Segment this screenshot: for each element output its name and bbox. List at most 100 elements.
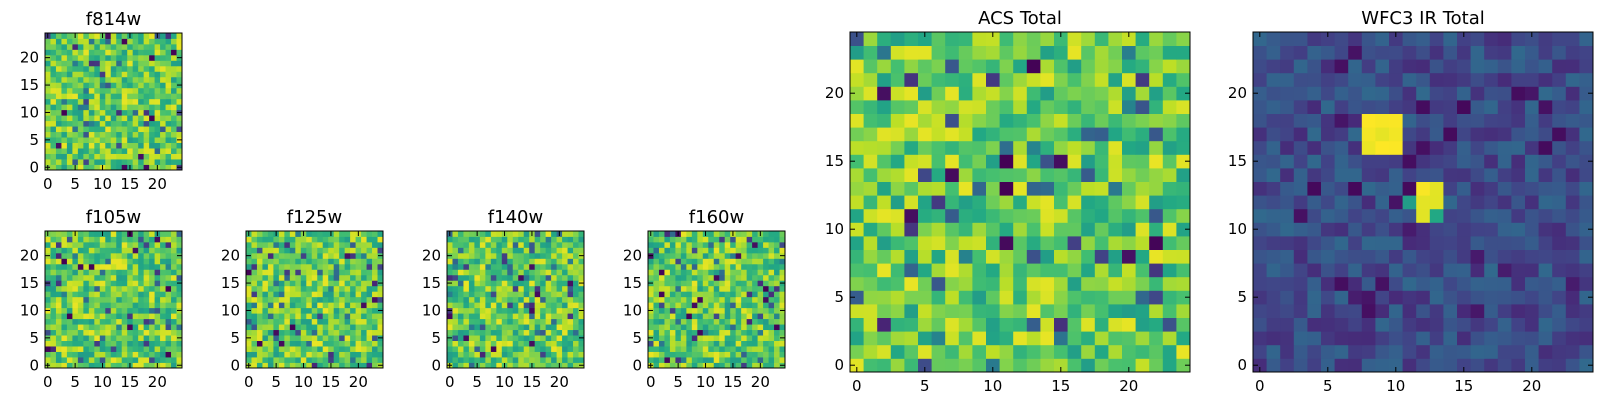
heatmap-cell — [1081, 168, 1096, 182]
heatmap-cell — [273, 357, 280, 363]
heatmap-cell — [1552, 59, 1567, 74]
heatmap-cell — [171, 164, 177, 171]
heatmap-cell — [1375, 317, 1390, 332]
heatmap-cell — [713, 329, 720, 336]
heatmap-cell — [138, 120, 145, 127]
heatmap-cell — [246, 274, 252, 281]
heatmap-cell — [863, 358, 878, 373]
heatmap-cell — [1470, 140, 1485, 155]
heatmap-cell — [1094, 317, 1109, 332]
heatmap-cell — [1579, 154, 1594, 169]
heatmap-cell — [1375, 45, 1390, 60]
heatmap-cell — [55, 38, 62, 45]
heatmap-cell — [545, 302, 552, 309]
heatmap-cell — [350, 247, 356, 254]
heatmap-cell — [1176, 113, 1191, 128]
heatmap-cell — [1321, 222, 1335, 237]
heatmap-cell — [972, 358, 987, 373]
heatmap-cell — [50, 307, 57, 314]
heatmap-cell — [863, 45, 878, 60]
heatmap-cell — [66, 65, 73, 72]
heatmap-cell — [45, 126, 51, 133]
heatmap-cell — [463, 318, 470, 325]
heatmap-cell — [1457, 304, 1471, 318]
heatmap-cell — [88, 159, 95, 165]
heatmap-cell — [1389, 263, 1403, 278]
heatmap-cell — [958, 45, 973, 60]
heatmap-cell — [306, 247, 313, 254]
heatmap-cell — [1293, 276, 1308, 291]
heatmap-cell — [479, 252, 486, 259]
heatmap-cell — [452, 231, 459, 237]
heatmap-cell — [165, 98, 172, 105]
heatmap-cell — [1253, 45, 1267, 60]
heatmap-cell — [88, 43, 95, 50]
heatmap-cell — [863, 276, 878, 291]
heatmap-cell — [713, 362, 720, 369]
heatmap-cell — [278, 231, 285, 237]
heatmap-cell — [267, 252, 274, 259]
heatmap-cell — [474, 302, 481, 309]
heatmap-cell — [1579, 263, 1594, 278]
heatmap-cell — [986, 45, 1000, 60]
heatmap-cell — [496, 346, 503, 352]
heatmap-cell — [931, 113, 946, 128]
heatmap-cell — [121, 346, 128, 352]
heatmap-cell — [518, 291, 525, 298]
x-tick-label: 5 — [70, 373, 80, 391]
heatmap-cell — [77, 33, 84, 39]
heatmap-cell — [328, 340, 335, 347]
heatmap-cell — [83, 38, 90, 45]
heatmap-cell — [573, 231, 579, 237]
heatmap-cell — [1149, 140, 1164, 155]
y-tick-label: 15 — [20, 274, 39, 292]
heatmap-cell — [529, 335, 536, 341]
heatmap-cell — [534, 252, 541, 259]
heatmap-cell — [77, 258, 84, 265]
heatmap-cell — [1348, 276, 1363, 291]
heatmap-cell — [1067, 263, 1082, 278]
heatmap-cell — [72, 274, 79, 281]
heatmap-cell — [273, 241, 280, 248]
heatmap-cell — [110, 98, 117, 105]
heatmap-cell — [658, 346, 665, 352]
heatmap-cell — [289, 280, 296, 287]
heatmap-cell — [523, 351, 530, 358]
heatmap-cell — [160, 329, 166, 336]
heatmap-cell — [1013, 86, 1028, 101]
heatmap-cell — [578, 324, 585, 331]
heatmap-cell — [289, 274, 296, 281]
heatmap-cell — [300, 291, 307, 298]
heatmap-cell — [724, 362, 731, 369]
heatmap-cell — [1538, 113, 1553, 128]
heatmap-cell — [523, 346, 530, 352]
heatmap-cell — [77, 236, 84, 243]
heatmap-cell — [55, 120, 62, 127]
heatmap-cell — [116, 258, 123, 265]
heatmap-cell — [306, 236, 313, 243]
heatmap-cell — [171, 258, 177, 265]
heatmap-cell — [1054, 168, 1068, 182]
heatmap-cell — [311, 313, 318, 320]
heatmap-cell — [562, 362, 568, 369]
heatmap-cell — [55, 33, 62, 39]
heatmap-cell — [372, 231, 378, 237]
heatmap-cell — [501, 241, 508, 248]
heatmap-cell — [1484, 59, 1499, 74]
heatmap-cell — [61, 60, 68, 67]
heatmap-cell — [171, 49, 177, 56]
heatmap-cell — [1334, 222, 1349, 237]
heatmap-cell — [149, 324, 155, 331]
heatmap-cell — [746, 351, 753, 358]
heatmap-cell — [463, 340, 470, 347]
heatmap-cell — [518, 340, 525, 347]
heatmap-cell — [110, 93, 117, 100]
heatmap-cell — [719, 258, 726, 265]
heatmap-cell — [877, 181, 892, 196]
heatmap-cell — [1280, 140, 1295, 155]
heatmap-cell — [333, 231, 340, 237]
heatmap-cell — [311, 236, 318, 243]
heatmap-cell — [132, 49, 139, 56]
heatmap-cell — [154, 269, 161, 276]
heatmap-cell — [121, 318, 128, 325]
